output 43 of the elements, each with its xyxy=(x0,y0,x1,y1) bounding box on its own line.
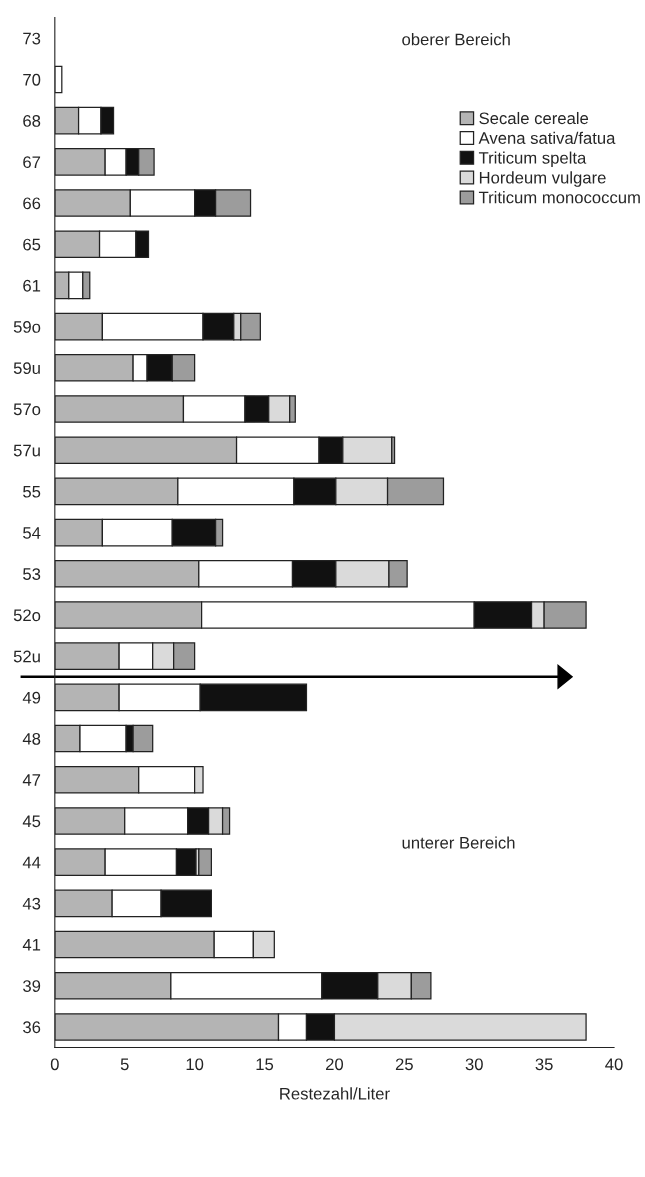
y-tick-label: 70 xyxy=(23,73,41,86)
y-tick-label: 53 xyxy=(23,568,41,580)
x-tick-label: 30 xyxy=(465,1058,483,1071)
y-tick-label: 57u xyxy=(13,444,40,457)
y-tick-label: 39 xyxy=(23,980,41,992)
x-tick-label: 15 xyxy=(256,1058,274,1071)
legend-label: Triticum monococcum xyxy=(478,191,640,204)
y-tick-label: 43 xyxy=(22,897,41,910)
y-tick-label: 55 xyxy=(23,485,41,498)
y-tick-label: 59o xyxy=(13,321,41,333)
legend-label: Secale cereale xyxy=(479,111,589,125)
annotation: oberer Bereich xyxy=(402,33,510,46)
y-tick-label: 49 xyxy=(22,691,41,704)
x-tick-label: 10 xyxy=(186,1058,204,1071)
legend-label: Hordeum vulgare xyxy=(479,171,606,187)
y-tick-label: 59u xyxy=(13,362,40,375)
y-tick-label: 48 xyxy=(22,732,41,745)
y-tick-label: 68 xyxy=(23,115,41,127)
x-tick-label: 25 xyxy=(395,1058,413,1071)
legend-label: Triticum spelta xyxy=(478,151,587,168)
y-tick-label: 52o xyxy=(13,609,41,622)
x-tick-label: 35 xyxy=(535,1058,553,1071)
y-tick-label: 67 xyxy=(23,156,41,169)
annotation: unterer Bereich xyxy=(402,836,515,849)
y-tick-label: 65 xyxy=(23,238,41,251)
y-tick-label: 61 xyxy=(23,279,41,292)
x-tick-label: 40 xyxy=(605,1058,623,1071)
x-axis-title: Restezahl/Liter xyxy=(280,1087,390,1100)
bar xyxy=(198,848,213,876)
x-tick-label: 20 xyxy=(326,1058,344,1071)
x-tick-label: 0 xyxy=(50,1058,59,1071)
y-tick-label: 36 xyxy=(23,1021,41,1034)
y-tick-label: 45 xyxy=(22,815,41,828)
y-tick-label: 73 xyxy=(23,32,41,45)
y-tick-label: 44 xyxy=(22,856,41,869)
y-tick-label: 52u xyxy=(13,650,40,663)
y-tick-label: 54 xyxy=(23,527,41,539)
y-tick-label: 47 xyxy=(22,774,41,786)
x-tick-label: 5 xyxy=(120,1058,129,1071)
legend-label: Avena sativa/fatua xyxy=(478,131,616,144)
y-tick-label: 57o xyxy=(13,403,41,416)
y-tick-label: 66 xyxy=(23,197,41,210)
y-tick-label: 41 xyxy=(22,939,41,951)
